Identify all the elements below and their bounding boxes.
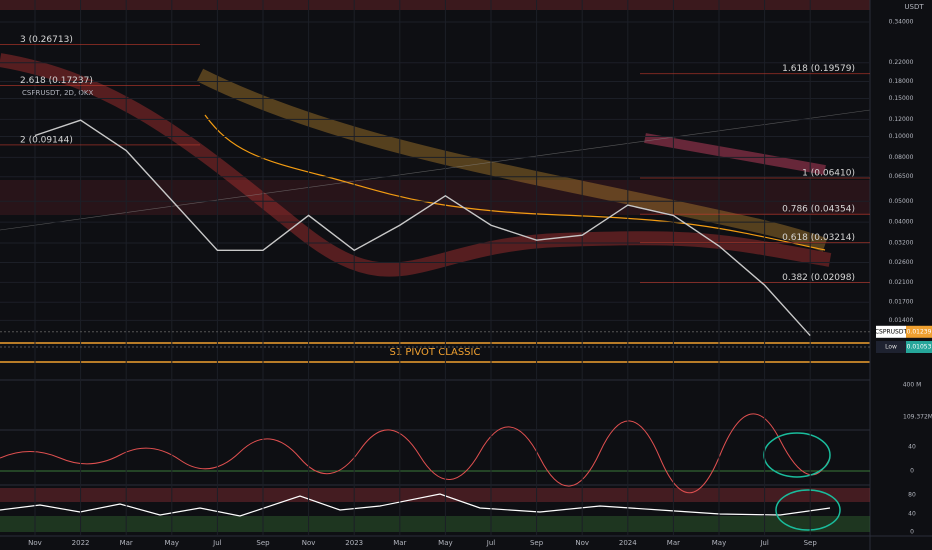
y-tick-label: 0.06500: [889, 173, 914, 180]
x-tick-label: Mar: [667, 539, 680, 547]
x-tick-label: 2023: [345, 539, 363, 547]
y-tick-label: 0.22000: [889, 59, 914, 66]
price-tag-box: [876, 325, 906, 338]
trend-line: [0, 109, 871, 231]
price-tag-name: Low: [885, 344, 897, 351]
x-tick-label: Jul: [759, 539, 769, 547]
highlight-circle: [775, 489, 841, 531]
pane-axis-label: 400 M: [903, 382, 922, 389]
fib-label: 0.786 (0.04354): [782, 205, 855, 215]
y-tick-label: 0.08000: [889, 154, 914, 161]
price-tag-name: CSPRUSDT: [875, 328, 908, 335]
x-tick-label: Nov: [302, 539, 316, 547]
pane-axis-label: 109.372M: [903, 414, 932, 421]
chart-title: CSPRUSDT, 2D, OKX: [22, 89, 93, 97]
price-tag-box: [876, 341, 906, 354]
currency-label: USDT: [904, 3, 924, 11]
pane-axis-label: 0: [910, 468, 914, 475]
x-tick-label: Nov: [575, 539, 589, 547]
x-tick-label: 2022: [72, 539, 90, 547]
x-tick-label: May: [165, 539, 179, 547]
y-tick-label: 0.10000: [889, 133, 914, 140]
price-line: [34, 119, 811, 337]
y-tick-label: 0.03200: [889, 240, 914, 247]
x-tick-label: Jul: [486, 539, 496, 547]
x-tick-label: May: [712, 539, 726, 547]
pane-axis-label: 0: [910, 529, 914, 536]
y-tick-label: 0.02100: [889, 279, 914, 286]
y-tick-label: 0.01400: [889, 317, 914, 324]
x-tick-label: May: [438, 539, 452, 547]
fib-label: 2 (0.09144): [20, 135, 73, 145]
ma-ribbon: [644, 133, 826, 175]
y-tick-label: 0.02600: [889, 259, 914, 266]
oversold-zone: [0, 516, 870, 532]
price-tag-value: 0.01053: [907, 344, 932, 351]
fib-label: 1.618 (0.19579): [782, 64, 855, 74]
ma-ribbon: [196, 68, 828, 252]
x-tick-label: Mar: [393, 539, 406, 547]
x-tick-label: Jul: [212, 539, 222, 547]
grid: [0, 0, 870, 536]
x-tick-label: Mar: [120, 539, 133, 547]
fib-label: 3 (0.26713): [20, 35, 73, 45]
y-tick-label: 0.15000: [889, 95, 914, 102]
y-tick-label: 0.18000: [889, 78, 914, 85]
fib-label: 1 (0.06410): [802, 169, 855, 179]
price-tag-box: [906, 325, 932, 338]
price-tag-box: [906, 341, 932, 354]
x-tick-label: Sep: [530, 539, 544, 547]
rsi-line: [0, 493, 831, 517]
fib-label: 0.618 (0.03214): [782, 233, 855, 243]
ma-line: [204, 114, 826, 251]
pivot-label: S1 PIVOT CLASSIC: [390, 347, 481, 358]
top-band: [0, 0, 870, 10]
highlight-circle: [763, 432, 831, 478]
y-tick-label: 0.04000: [889, 219, 914, 226]
pane-axis-label: 80: [908, 492, 916, 499]
fib-label: 2.618 (0.17237): [20, 76, 93, 86]
resistance-band: [0, 180, 870, 215]
price-tag-value: 0.01239: [907, 328, 932, 335]
pane-axis-label: 40: [908, 444, 916, 451]
y-tick-label: 0.12000: [889, 116, 914, 123]
y-tick-label: 0.05000: [889, 198, 914, 205]
x-tick-label: Sep: [256, 539, 270, 547]
x-tick-label: 2024: [619, 539, 637, 547]
y-tick-label: 0.34000: [889, 18, 914, 25]
x-tick-label: Sep: [804, 539, 818, 547]
oscillator-line: [0, 413, 831, 494]
fib-label: 0.382 (0.02098): [782, 273, 855, 283]
x-tick-label: Nov: [28, 539, 42, 547]
pane-axis-label: 40: [908, 511, 916, 518]
y-tick-label: 0.01700: [889, 299, 914, 306]
